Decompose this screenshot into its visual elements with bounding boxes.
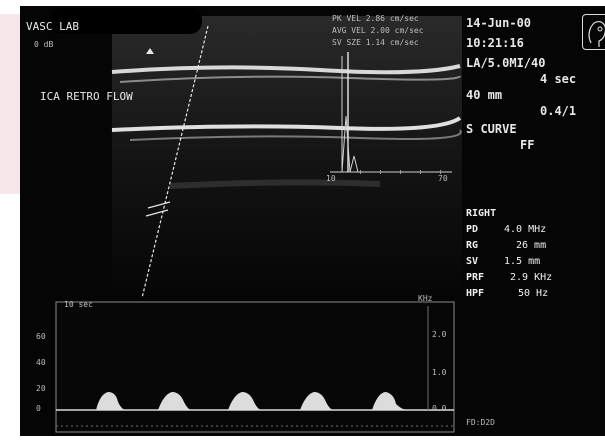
param-value-sv: 1.5 mm — [504, 256, 541, 267]
vessel-near-wall-echo — [119, 75, 461, 83]
side-label: RIGHT — [466, 208, 497, 219]
lab-name: VASC LAB — [26, 20, 79, 33]
bmode-image — [112, 16, 462, 296]
sample-gate-bottom — [145, 209, 169, 217]
param-label-hpf: HPF — [466, 288, 485, 299]
curve-value: FF — [520, 138, 535, 152]
small-graph-x-min: 10 — [326, 174, 336, 183]
footer-code: FD:D2D — [466, 418, 495, 427]
spectral-left-tick: 20 — [36, 384, 46, 393]
curve-label: S CURVE — [466, 122, 517, 136]
ultrasound-screen: VASC LAB 0 dB PK VEL 2.86 cm/sec AVG VEL… — [20, 6, 605, 436]
velocity-readout-avg: AVG VEL 2.00 cm/sec — [332, 26, 424, 35]
redaction-bar — [50, 8, 202, 34]
param-label-prf: PRF — [466, 272, 485, 283]
ratio-setting: 0.4/1 — [540, 104, 577, 118]
param-label-pd: PD — [466, 224, 479, 235]
param-value-hpf: 50 Hz — [518, 288, 549, 299]
spectral-right-tick: 1.0 — [432, 368, 447, 377]
small-graph-curve — [341, 115, 359, 173]
tissue-layer — [169, 179, 381, 189]
spectral-left-tick: 0 — [36, 404, 41, 413]
velocity-readout-pk: PK VEL 2.86 cm/sec — [332, 14, 419, 23]
spectral-panel — [55, 301, 455, 433]
sweep-speed: 4 sec — [540, 72, 577, 86]
spectral-right-tick: 0.0 — [432, 404, 447, 413]
depth-setting: 40 mm — [466, 88, 503, 102]
spectral-right-tick: 2.0 — [432, 330, 447, 339]
sample-gate-top — [147, 201, 171, 209]
ultrasound-graphics — [55, 16, 462, 433]
param-label-rg: RG — [466, 240, 479, 251]
spectral-left-tick: 60 — [36, 332, 46, 341]
doppler-cursor-line — [141, 25, 209, 299]
marker-icon — [146, 48, 154, 54]
vessel-far-wall — [111, 116, 462, 132]
head-orientation-icon — [582, 14, 605, 50]
param-value-rg: 26 mm — [516, 240, 547, 251]
vessel-near-wall — [111, 64, 461, 75]
spectral-waveforms — [96, 392, 408, 410]
param-value-pd: 4.0 MHz — [504, 224, 547, 235]
exam-date: 14-Jun-00 — [466, 16, 532, 30]
spectral-left-tick: 40 — [36, 358, 46, 367]
small-graph-x-max: 70 — [438, 174, 448, 183]
param-label-sv: SV — [466, 256, 479, 267]
velocity-readout-sv: SV SZE 1.14 cm/sec — [332, 38, 419, 47]
param-value-prf: 2.9 KHz — [510, 272, 553, 283]
vessel-far-wall-echo — [129, 129, 462, 141]
probe-setting: LA/5.0MI/40 — [466, 56, 546, 70]
image-label: ICA RETRO FLOW — [40, 90, 133, 103]
gain-readout: 0 dB — [34, 40, 54, 49]
small-graph-ticks — [360, 170, 441, 174]
spectral-unit: KHz — [418, 294, 433, 303]
exam-time: 10:21:16 — [466, 36, 524, 50]
spectral-time-scale: 10 sec — [64, 300, 93, 309]
